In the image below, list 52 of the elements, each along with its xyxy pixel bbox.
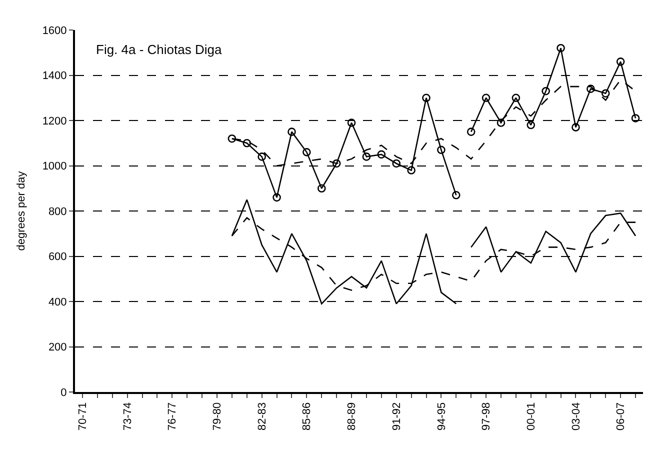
point: [482, 94, 490, 102]
x-tick-label: 91-92: [390, 402, 403, 431]
x-tick-label: 73-74: [122, 402, 134, 431]
y-tick-label: 1400: [42, 70, 67, 82]
point: [616, 58, 625, 66]
point: [556, 44, 565, 52]
x-tick-label: 70-71: [77, 402, 90, 431]
point: [258, 152, 266, 161]
point: [332, 159, 341, 168]
y-tick-label: 0: [60, 386, 67, 399]
y-tick-label: 1200: [42, 115, 67, 128]
point: [466, 128, 476, 136]
x-tick-label: 03-04: [570, 402, 582, 431]
x-tick-label: 06-07: [615, 402, 628, 431]
y-tick-label: 1600: [42, 24, 67, 37]
point: [392, 159, 401, 168]
point: [362, 152, 371, 161]
point: [542, 86, 550, 96]
point: [272, 193, 281, 202]
point: [347, 118, 356, 127]
x-tick-label: 82-83: [256, 402, 268, 431]
point: [242, 138, 252, 148]
point: [631, 114, 640, 122]
point: [377, 150, 386, 159]
y-axis-title: degrees per day: [15, 170, 28, 251]
y-tick-label: 1000: [42, 160, 67, 173]
y-tick-label: 800: [48, 206, 67, 218]
point: [601, 89, 610, 98]
y-tick-label: 600: [48, 251, 67, 264]
point: [512, 94, 520, 102]
point: [452, 191, 460, 200]
text: Fig. 4a - Chiotas Diga: [96, 42, 222, 57]
point: [288, 128, 296, 136]
x-tick-label: 79-80: [212, 402, 224, 431]
point: [407, 166, 416, 174]
point: [422, 94, 430, 102]
x-tick-label: 97-98: [480, 402, 493, 431]
point: [302, 148, 311, 156]
y-tick-label: 400: [48, 296, 67, 308]
point: [572, 123, 580, 132]
point: [526, 120, 536, 130]
x-tick-label: 94-95: [436, 402, 448, 431]
point: [437, 146, 446, 154]
x-tick-label: 76-77: [166, 402, 179, 431]
x-tick-label: 85-86: [301, 402, 314, 431]
x-tick-label: 88-89: [346, 402, 358, 431]
point: [317, 184, 326, 193]
point: [586, 84, 595, 93]
x-tick-label: 00-01: [525, 402, 538, 431]
point: [496, 118, 506, 127]
y-tick-label: 200: [48, 342, 67, 354]
point: [228, 134, 236, 143]
